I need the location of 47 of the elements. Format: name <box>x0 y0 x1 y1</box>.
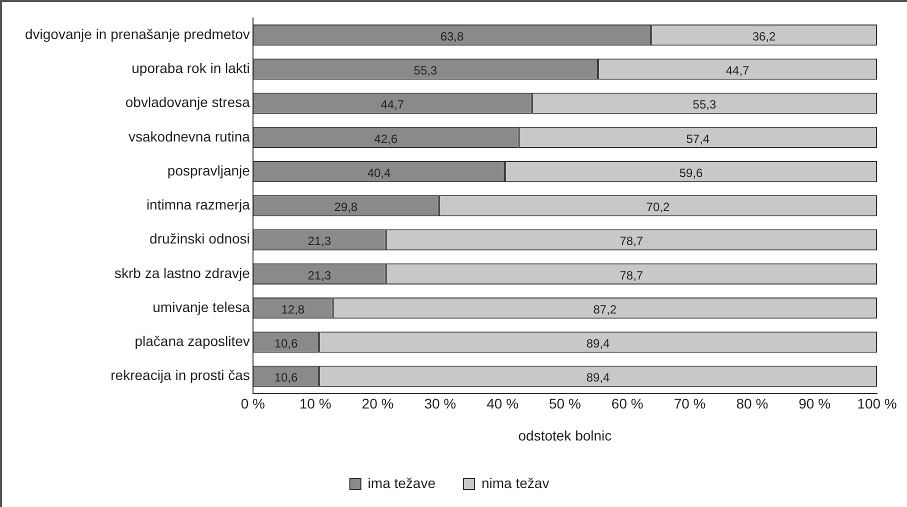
x-tick-label: 30 % <box>424 396 456 412</box>
x-tick-label: 70 % <box>674 396 706 412</box>
data-label: 89,4 <box>586 336 610 351</box>
data-label: 55,3 <box>414 64 438 78</box>
data-label: 57,4 <box>686 132 710 146</box>
y-tick-label: plačana zaposlitev <box>134 333 250 350</box>
x-tick-label: 90 % <box>798 396 831 412</box>
x-tick-label: 50 % <box>549 396 581 412</box>
data-label: 78,7 <box>620 234 644 248</box>
x-tick-label: 10 % <box>299 396 332 412</box>
x-tick-label: 60 % <box>611 396 644 412</box>
data-label: 36,2 <box>752 29 776 44</box>
y-tick-label: vsakodnevna rutina <box>128 128 250 144</box>
data-label: 12,8 <box>281 302 305 316</box>
data-label: 44,7 <box>726 64 750 78</box>
data-label: 42,6 <box>374 132 398 146</box>
y-tick-label: dvigovanje in prenašanje predmetov <box>24 26 250 42</box>
data-label: 87,2 <box>593 302 617 316</box>
x-tick-label: 0 % <box>240 396 265 412</box>
y-tick-label: obvladovanje stresa <box>125 94 250 110</box>
y-tick-label: rekreacija in prosti čas <box>110 367 250 384</box>
data-label: 29,8 <box>334 200 358 214</box>
legend-label: ima težave <box>368 474 436 491</box>
y-tick-label: skrb za lastno zdravje <box>114 264 250 281</box>
y-tick-label: pospravljanje <box>167 162 250 178</box>
x-tick-label: 100 % <box>857 396 897 412</box>
y-tick-label: intimna razmerja <box>146 196 250 213</box>
data-label: 21,3 <box>308 234 332 248</box>
data-label: 44,7 <box>380 98 404 112</box>
y-tick-label: uporaba rok in lakti <box>132 60 250 76</box>
legend-label: nima težav <box>482 474 550 491</box>
y-tick-label: umivanje telesa <box>152 298 250 315</box>
data-label: 63,8 <box>440 29 464 44</box>
x-tick-label: 20 % <box>362 396 394 412</box>
data-label: 10,6 <box>274 370 298 385</box>
data-label: 70,2 <box>646 200 670 214</box>
y-tick-label: družinski odnosi <box>150 230 250 247</box>
data-label: 55,3 <box>692 98 716 112</box>
data-label: 10,6 <box>274 336 298 351</box>
data-label: 40,4 <box>367 166 391 180</box>
data-label: 21,3 <box>308 268 332 282</box>
x-axis-title: odstotek bolnic <box>518 427 612 444</box>
x-tick-label: 40 % <box>486 396 519 412</box>
data-label: 89,4 <box>586 370 610 385</box>
data-label: 59,6 <box>679 166 704 180</box>
x-tick-label: 80 % <box>736 396 768 412</box>
data-label: 78,7 <box>620 268 644 282</box>
